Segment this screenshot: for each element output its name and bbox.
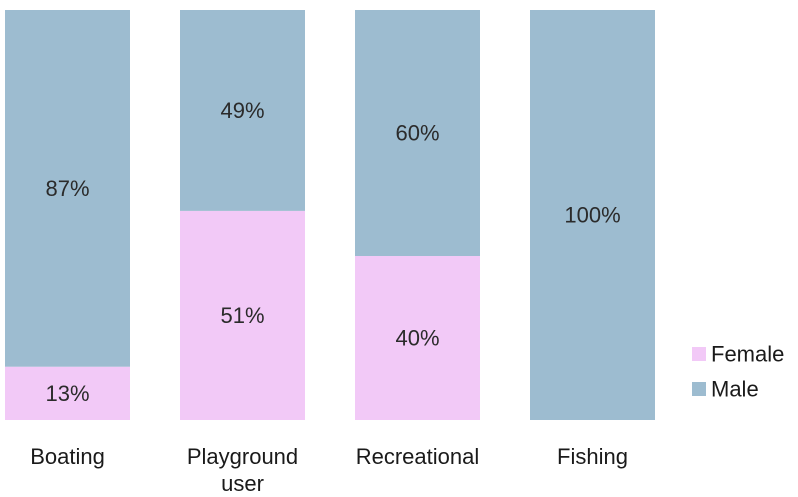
bar-fishing-male: [530, 10, 655, 420]
category-label-recreational: Recreational: [356, 444, 480, 469]
bar-recreational-male: [355, 10, 480, 256]
data-label-playground-user-female: 51%: [220, 303, 264, 328]
legend-swatch-male: [692, 382, 706, 396]
category-labels-group: Boating Playground user Recreational Fishing: [30, 444, 628, 496]
data-label-boating-male: 87%: [45, 176, 89, 201]
legend-label-female: Female: [711, 342, 784, 367]
data-label-recreational-female: 40%: [395, 326, 439, 351]
category-label-fishing: Fishing: [557, 444, 628, 469]
value-labels-group: 13% 87% 51% 49% 40% 60% 100%: [45, 98, 620, 406]
data-label-boating-female: 13%: [45, 381, 89, 406]
legend-swatch-female: [692, 347, 706, 361]
bars-group: [5, 10, 655, 420]
data-label-playground-user-male: 49%: [220, 98, 264, 123]
bar-recreational-female: [355, 256, 480, 420]
bar-playground-user-male: [180, 10, 305, 211]
legend: Female Male: [692, 342, 784, 402]
data-label-fishing-male: 100%: [564, 203, 620, 228]
bar-playground-user-female: [180, 210, 305, 420]
legend-label-male: Male: [711, 377, 759, 402]
bar-boating-female: [5, 366, 130, 420]
bar-boating-male: [5, 10, 130, 367]
category-label-boating: Boating: [30, 444, 105, 469]
data-label-recreational-male: 60%: [395, 121, 439, 146]
category-label-playground-user: Playground user: [187, 444, 298, 496]
